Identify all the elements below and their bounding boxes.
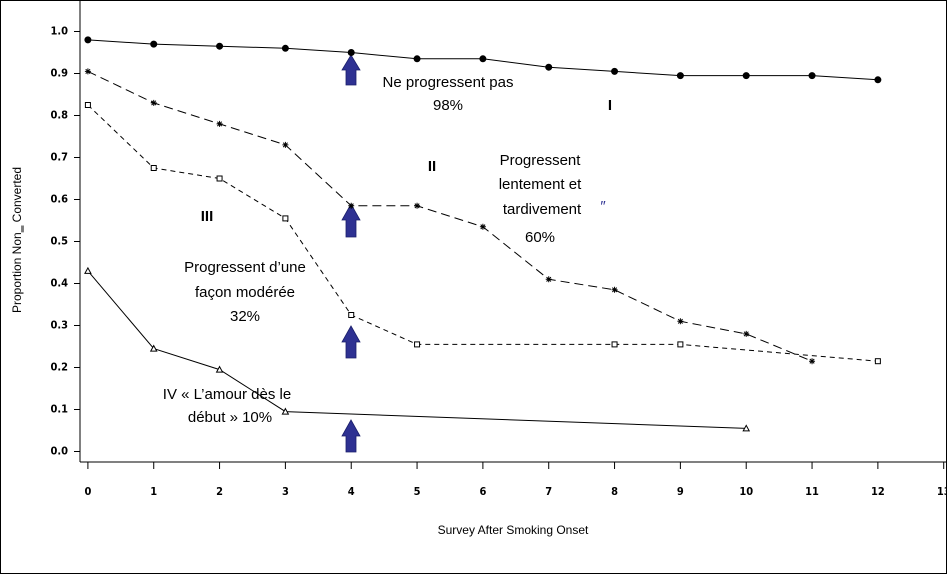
y-tick-label: 0.9	[50, 67, 68, 80]
marker	[84, 68, 91, 75]
marker	[281, 44, 289, 52]
marker	[282, 215, 289, 222]
marker	[479, 55, 487, 63]
marker	[742, 424, 751, 432]
x-tick-label: 2	[216, 485, 223, 498]
annotation: IV « L’amour dès le	[163, 386, 291, 403]
annotation: 32%	[230, 308, 260, 325]
x-tick-label: 3	[282, 485, 289, 498]
x-tick-label: 4	[348, 485, 355, 498]
marker	[348, 202, 355, 209]
marker	[414, 341, 421, 348]
marker	[611, 341, 618, 348]
arrows	[341, 54, 361, 453]
marker	[545, 276, 552, 283]
annotation: 98%	[433, 97, 463, 114]
marker	[149, 344, 158, 352]
y-tick-label: 0.5	[50, 235, 68, 248]
marker	[874, 358, 881, 365]
annotation: Ne progressent pas	[383, 74, 514, 91]
x-tick-label: 0	[84, 485, 91, 498]
y-tick-label: 0.0	[50, 445, 68, 458]
marker	[84, 102, 91, 108]
y-tick-label: 0.7	[50, 151, 68, 164]
marker	[282, 141, 289, 148]
arrow	[341, 419, 361, 453]
y-tick-label: 0.4	[50, 277, 68, 290]
marker	[874, 76, 882, 84]
y-tick-label: 0.8	[50, 109, 68, 122]
arrow	[341, 203, 361, 238]
annotation: I	[608, 97, 612, 114]
x-tick-label: 6	[479, 485, 486, 498]
y-tick-label: 0.3	[50, 319, 68, 332]
marker	[676, 72, 684, 80]
arrow	[341, 54, 361, 86]
annotation: début » 10%	[188, 409, 272, 426]
marker	[348, 312, 355, 318]
x-tick-label: 10	[739, 485, 753, 498]
arrow	[341, 325, 361, 359]
annotation: II	[428, 158, 436, 175]
marker	[611, 67, 619, 75]
marker	[215, 365, 224, 373]
marker	[150, 99, 157, 106]
x-tick-label: 7	[545, 485, 552, 498]
annotation: 60%	[525, 229, 555, 246]
y-tick-label: 0.6	[50, 193, 68, 206]
marker	[216, 175, 223, 182]
marker	[742, 72, 750, 80]
marker	[216, 120, 223, 127]
marker	[611, 286, 618, 293]
series-line	[87, 70, 813, 362]
marker	[808, 72, 816, 80]
y-tick-label: 1.0	[50, 25, 68, 38]
marker	[479, 223, 486, 230]
marker	[743, 330, 750, 337]
marker	[413, 55, 421, 63]
annotation: Progressent	[500, 152, 582, 169]
annotation: lentement et	[499, 176, 582, 193]
x-tick-label: 8	[611, 485, 618, 498]
y-axis-title: Proportion Non‗ Converted	[10, 167, 24, 313]
marker	[347, 49, 355, 56]
annotation: ″	[600, 198, 606, 215]
x-tick-label: 13	[937, 485, 947, 498]
marker	[150, 165, 157, 171]
annotation: tardivement	[503, 201, 582, 218]
marker	[84, 266, 92, 274]
x-tick-label: 11	[805, 485, 819, 498]
marker	[281, 407, 290, 415]
marker	[216, 42, 224, 50]
x-tick-label: 12	[871, 485, 885, 498]
y-tick-label: 0.1	[50, 403, 68, 416]
marker	[414, 202, 421, 209]
annotation: Progressent d’une	[184, 259, 306, 276]
x-tick-label: 1	[150, 485, 157, 498]
marker	[677, 318, 684, 325]
annotation: III	[201, 208, 214, 225]
marker	[809, 358, 816, 365]
marker	[84, 36, 92, 44]
annotation: façon modérée	[195, 284, 295, 301]
x-tick-label: 5	[414, 485, 421, 498]
marker	[150, 40, 158, 48]
marker	[677, 341, 684, 348]
marker	[545, 63, 553, 71]
x-axis-title: Survey After Smoking Onset	[438, 523, 589, 537]
x-tick-label: 9	[677, 485, 684, 498]
y-tick-label: 0.2	[50, 361, 68, 374]
